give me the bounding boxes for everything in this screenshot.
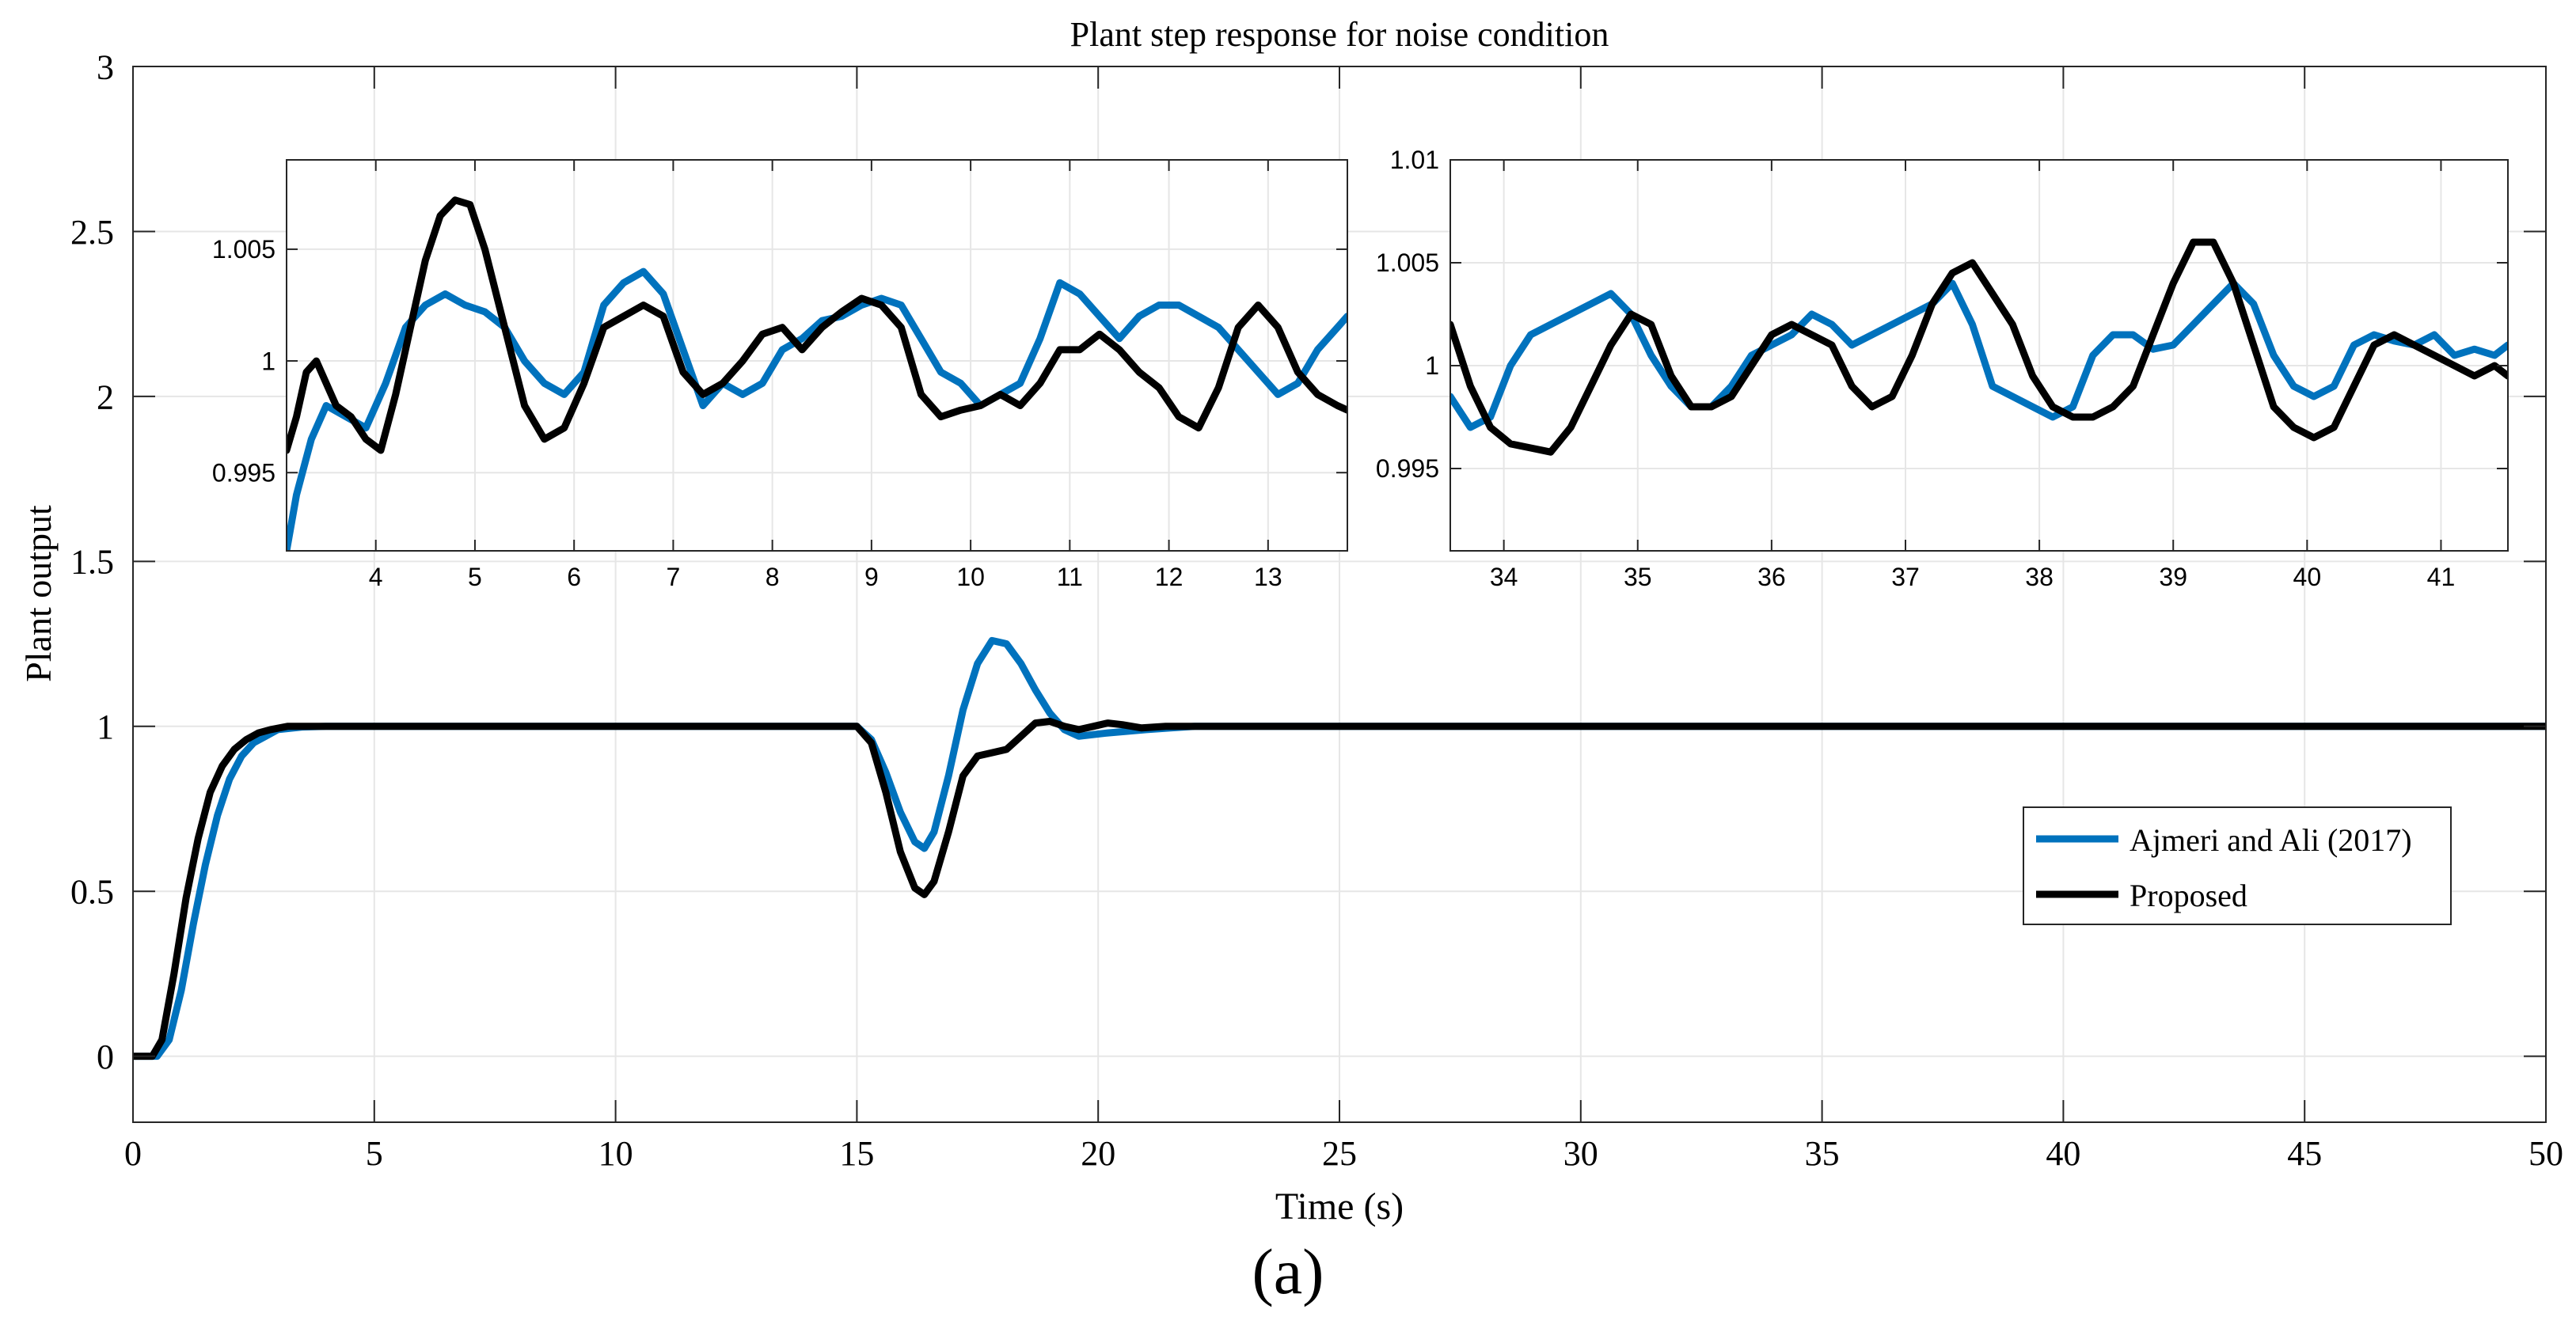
inset-right-ticks: 34 35 36 37 38 39 40 41 0.995 1 1.005 1.01 [1376, 146, 2508, 591]
inset-right-ytick-label: 1.005 [1376, 249, 1439, 277]
inset-left-xtick-label: 11 [1057, 563, 1083, 591]
main-xtick-label: 15 [839, 1134, 874, 1173]
inset-right-xtick-label: 35 [1624, 563, 1652, 591]
inset-left-frame [286, 159, 1348, 552]
legend-label-ajmeri: Ajmeri and Ali (2017) [2130, 822, 2412, 858]
inset-left-ytick-label: 1 [261, 347, 275, 375]
main-ytick-label: 2.5 [70, 213, 114, 252]
main-xtick-label: 50 [2529, 1134, 2563, 1173]
main-xtick-label: 45 [2287, 1134, 2322, 1173]
main-xtick-label: 35 [1805, 1134, 1840, 1173]
x-axis-label: Time (s) [1275, 1186, 1404, 1227]
inset-right-xtick-label: 41 [2427, 563, 2456, 591]
inset-left-xtick-label: 13 [1254, 563, 1282, 591]
y-axis-label: Plant output [18, 505, 59, 682]
figure-caption: (a) [1252, 1235, 1324, 1307]
inset-left-ytick-label: 1.005 [212, 235, 275, 264]
main-ytick-label: 1 [97, 708, 114, 746]
main-xtick-label: 40 [2046, 1134, 2080, 1173]
inset-left-xtick-label: 8 [766, 563, 780, 591]
inset-right-series-proposed-line [1450, 238, 2508, 456]
inset-right-ytick-label: 0.995 [1376, 454, 1439, 483]
inset-left-xtick-label: 12 [1155, 563, 1184, 591]
inset-left-xtick-label: 5 [468, 563, 482, 591]
chart-title: Plant step response for noise condition [1070, 15, 1609, 54]
main-xtick-label: 0 [124, 1134, 142, 1173]
inset-left-series-ajmeri-line [287, 267, 1347, 551]
main-ytick-label: 0 [97, 1038, 114, 1076]
main-ytick-label: 3 [97, 47, 114, 86]
inset-right-ytick-label: 1.01 [1390, 146, 1439, 174]
main-series-proposed-line [133, 718, 2546, 1061]
main-ytick-label: 2 [97, 378, 114, 416]
main-series-lines [133, 636, 2546, 1061]
legend-label-proposed: Proposed [2130, 878, 2247, 913]
inset-right-xtick-label: 36 [1757, 563, 1786, 591]
inset-left-ticks: 4 5 6 7 8 9 10 11 12 13 0.995 1 1.005 [212, 160, 1347, 591]
inset-right-series-lines [1450, 238, 2508, 456]
legend-box [2023, 806, 2452, 925]
main-xtick-label: 20 [1081, 1134, 1115, 1173]
inset-left-plot-area [287, 160, 1347, 551]
main-xtick-label: 25 [1322, 1134, 1357, 1173]
inset-right-xtick-label: 37 [1891, 563, 1920, 591]
inset-right-axes: 34 35 36 37 38 39 40 41 0.995 1 1.005 1.01 [1376, 146, 2509, 591]
inset-left-series-lines [287, 196, 1347, 551]
main-xtick-label: 10 [598, 1134, 633, 1173]
inset-right-xtick-label: 38 [2025, 563, 2054, 591]
inset-right-xtick-label: 39 [2159, 563, 2187, 591]
inset-left-ytick-label: 0.995 [212, 458, 275, 487]
legend: Ajmeri and Ali (2017) Proposed [2023, 806, 2452, 925]
inset-right-xtick-label: 34 [1490, 563, 1518, 591]
inset-left-xtick-label: 10 [956, 563, 985, 591]
inset-right-series-ajmeri-line [1450, 279, 2508, 431]
inset-right-ytick-label: 1 [1425, 351, 1439, 380]
inset-left-series-proposed-line [287, 196, 1347, 454]
inset-left-xtick-label: 6 [567, 563, 581, 591]
inset-left-xtick-label: 7 [667, 563, 681, 591]
inset-right-xtick-label: 40 [2293, 563, 2322, 591]
main-ytick-label: 0.5 [70, 873, 114, 912]
main-xtick-label: 5 [366, 1134, 383, 1173]
inset-left-xtick-label: 4 [369, 563, 383, 591]
main-ytick-label: 1.5 [70, 543, 114, 582]
main-xtick-label: 30 [1563, 1134, 1598, 1173]
inset-left-xtick-label: 9 [864, 563, 879, 591]
inset-left-axes: 4 5 6 7 8 9 10 11 12 13 0.995 1 1.005 [212, 159, 1348, 591]
inset-right-frame [1449, 159, 2509, 552]
